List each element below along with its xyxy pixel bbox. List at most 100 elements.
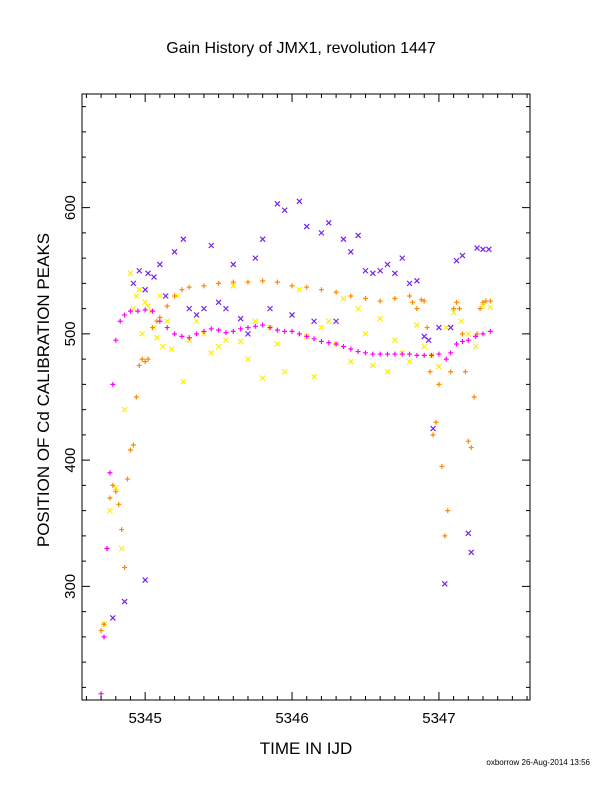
data-point	[201, 283, 207, 289]
data-point	[193, 312, 200, 318]
data-point	[406, 358, 413, 365]
data-point	[414, 306, 420, 312]
data-point	[127, 270, 134, 277]
data-point	[136, 267, 143, 274]
data-point	[296, 198, 303, 205]
data-point	[245, 356, 251, 363]
data-point	[377, 298, 383, 304]
data-point	[289, 283, 295, 289]
data-point	[136, 362, 142, 368]
data-point	[468, 549, 475, 556]
data-point	[458, 318, 464, 325]
data-point	[433, 419, 439, 425]
data-point	[162, 293, 169, 299]
data-point	[142, 286, 149, 293]
data-point	[245, 325, 251, 331]
data-point	[473, 333, 479, 339]
data-point	[150, 325, 156, 331]
data-point	[186, 284, 192, 290]
data-point	[407, 351, 413, 357]
footer-credit: oxborrow 26-Aug-2014 13:56	[486, 758, 590, 767]
data-point	[98, 628, 104, 634]
data-point	[355, 349, 361, 355]
data-point	[311, 336, 317, 342]
data-point	[121, 406, 128, 413]
data-point	[485, 246, 492, 253]
data-point	[238, 326, 244, 332]
data-point	[289, 328, 295, 334]
data-point	[441, 580, 448, 587]
data-point	[483, 298, 489, 304]
data-point	[340, 344, 346, 349]
data-point	[340, 236, 347, 243]
x-tick-label: 5345	[128, 710, 161, 727]
data-point	[172, 293, 178, 299]
data-point	[384, 368, 391, 375]
data-point	[454, 341, 460, 347]
data-point	[385, 351, 391, 357]
data-point	[436, 351, 442, 357]
data-point	[430, 432, 436, 438]
data-point	[392, 351, 398, 357]
data-point	[113, 337, 119, 343]
data-point	[318, 287, 324, 293]
data-point	[391, 337, 398, 344]
data-point	[142, 359, 148, 365]
data-point	[180, 236, 187, 243]
data-point	[174, 293, 181, 299]
data-point	[101, 621, 107, 627]
data-point	[122, 564, 128, 570]
data-point	[326, 340, 332, 346]
data-point	[281, 368, 288, 375]
data-point	[436, 363, 442, 370]
data-point	[106, 507, 113, 514]
data-point	[480, 299, 486, 305]
data-point	[304, 284, 310, 290]
data-point	[362, 296, 368, 302]
data-point	[164, 303, 170, 309]
data-point	[399, 351, 405, 357]
data-point	[409, 299, 415, 305]
data-point	[252, 318, 259, 325]
data-point	[448, 369, 454, 375]
data-point	[186, 305, 193, 312]
data-point	[399, 255, 406, 262]
data-point	[135, 308, 141, 314]
data-point	[474, 245, 481, 251]
data-point	[156, 293, 163, 299]
data-point	[193, 318, 200, 325]
data-point	[113, 489, 119, 495]
data-point	[281, 207, 288, 214]
data-point	[377, 267, 384, 274]
data-point	[150, 308, 156, 314]
data-point	[443, 324, 450, 331]
data-point	[465, 530, 472, 537]
data-point	[216, 327, 222, 333]
data-point	[333, 289, 339, 295]
data-point	[130, 280, 137, 287]
data-point	[223, 330, 229, 336]
data-point	[112, 484, 119, 491]
data-point	[151, 274, 157, 280]
data-point	[370, 351, 376, 357]
data-point	[274, 200, 281, 207]
data-point	[333, 341, 339, 347]
data-point	[208, 242, 215, 249]
data-point	[127, 308, 133, 314]
data-point	[414, 352, 420, 358]
data-point	[104, 546, 110, 551]
data-point	[436, 381, 442, 387]
data-point	[116, 501, 122, 507]
data-point	[164, 318, 171, 325]
data-point	[425, 337, 432, 344]
data-point	[391, 270, 398, 277]
data-point	[318, 324, 325, 331]
data-point	[325, 219, 332, 226]
data-point	[194, 331, 200, 337]
data-point	[348, 293, 354, 299]
axes: 5345 5346 5347 300 400 500 600	[62, 94, 530, 727]
data-point	[454, 299, 460, 305]
data-point	[200, 305, 207, 312]
data-point	[418, 297, 424, 303]
